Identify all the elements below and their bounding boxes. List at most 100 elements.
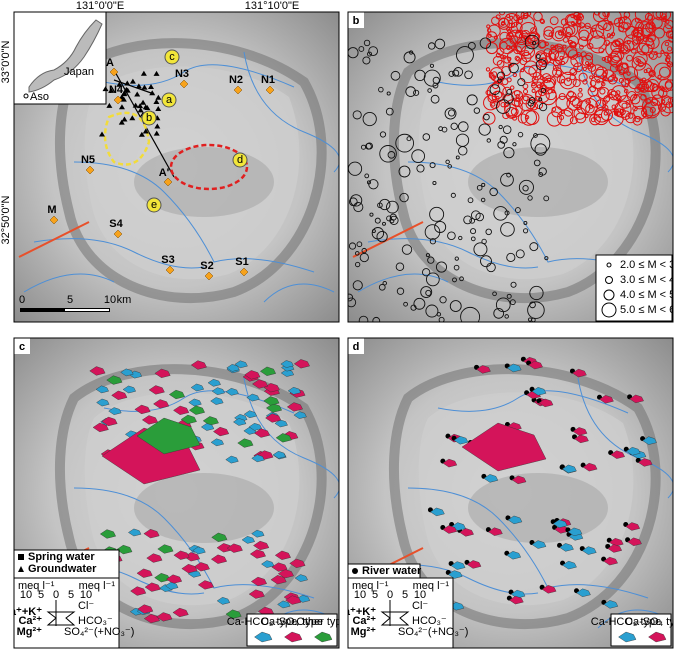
river [437, 64, 629, 88]
stiff-diagram [507, 515, 523, 525]
stiff-tick: 10 [20, 589, 32, 601]
earthquake-red [486, 82, 507, 103]
earthquake-black [401, 244, 413, 255]
earthquake-red [602, 69, 615, 82]
site-label: N1 [261, 74, 275, 86]
earthquake-black [439, 296, 447, 304]
earthquake-red [522, 88, 529, 95]
stiff-diagram [554, 525, 569, 534]
stiff-diagram [270, 575, 287, 585]
circled-label: b [146, 112, 152, 124]
earthquake-black [455, 133, 470, 147]
earthquake-black [406, 136, 412, 142]
earthquake-red [616, 62, 629, 74]
panel-frame [347, 337, 674, 649]
stiff-diagram [562, 464, 577, 474]
stiff-anion: SO₄²⁻(+NO₃⁻) [64, 626, 134, 638]
stiff-diagram [506, 363, 522, 373]
legend-box [595, 254, 673, 322]
stiff-diagram [603, 556, 618, 566]
earthquake-red [640, 86, 645, 91]
earthquake-red [610, 40, 623, 53]
stiff-diagram [225, 387, 239, 396]
earthquake-black [463, 215, 473, 225]
earthquake-black [377, 202, 383, 209]
earthquake-black [508, 62, 519, 74]
fault [352, 221, 424, 258]
legend-label: 2.0 ≤ M < 3.0 [620, 259, 684, 271]
site-marker [163, 177, 173, 187]
earthquake-red [487, 33, 492, 38]
legend-symbol [18, 566, 24, 572]
stiff-cation: Na⁺+K⁺ [336, 606, 376, 618]
earthquake-red [489, 98, 500, 109]
earthquake-red [637, 61, 644, 68]
stiff-diagram [511, 475, 527, 485]
earthquake-red [505, 26, 511, 32]
earthquake-black [447, 164, 452, 169]
stiff-diagram [225, 609, 242, 619]
earthquake-red [566, 77, 571, 82]
stiff-diagram [627, 537, 642, 547]
circled-label: d [237, 154, 243, 166]
earthquake-red [602, 12, 609, 18]
stiff-anion: HCO₃⁻ [78, 615, 113, 627]
stiff-diagram [531, 387, 547, 396]
stiff-diagram [200, 423, 215, 431]
stiff-diagram [506, 551, 522, 560]
earthquake-red [593, 109, 609, 126]
site-marker [233, 85, 243, 95]
earthquake-red [573, 62, 584, 73]
earthquake-red [657, 74, 662, 79]
earthquake-black [517, 78, 526, 87]
earthquake-red [645, 67, 652, 74]
stiff-diagram [246, 393, 260, 402]
stiff-tick: 10 [80, 589, 92, 601]
earthquake-black [500, 172, 514, 187]
stiff-diagram [272, 450, 286, 459]
stiff-diagram [207, 378, 221, 387]
earthquake-red [639, 78, 644, 83]
well-marker [149, 90, 156, 96]
earthquake-black [424, 224, 441, 240]
earthquake-black [436, 312, 442, 317]
earthquake-black [425, 289, 432, 297]
stiff-diagram [274, 550, 291, 560]
earthquake-black [390, 70, 401, 81]
earthquake-black [352, 280, 363, 291]
stiff-diagram [447, 570, 463, 579]
well-marker [118, 104, 125, 110]
stiff-diagram [188, 405, 205, 415]
earthquake-black [473, 242, 488, 257]
type-label: Ca-HCO₃ type [227, 616, 298, 628]
stiff-diagram [188, 398, 202, 407]
earthquake-red [552, 67, 563, 78]
earthquake-red [631, 39, 639, 46]
earthquake-red [625, 112, 637, 124]
earthquake-black [452, 69, 460, 77]
stiff-diagram [442, 458, 458, 468]
stiff-diagram [226, 364, 240, 372]
map-body: b 2.0 ≤ M < 3.0 3.0 ≤ M < 4.0 4.0 ≤ M < 5.0… [348, 12, 684, 322]
stiff-diagram [252, 379, 269, 389]
stiff-diagram [168, 389, 185, 400]
earthquake-red [607, 20, 613, 26]
site-marker [179, 79, 189, 89]
earthquake-red [632, 51, 648, 67]
well-marker [137, 103, 144, 109]
earthquake-red [511, 115, 518, 121]
site-marker [265, 85, 275, 95]
stiff-diagram [277, 600, 291, 609]
well-marker [106, 102, 113, 108]
earthquake-red [578, 25, 594, 42]
stiff-diagram [251, 454, 265, 463]
earthquake-black [478, 123, 491, 136]
earthquake-red [653, 62, 672, 81]
stiff-unit: meq l⁻¹ [413, 580, 450, 592]
earthquake-black [503, 147, 515, 159]
well-marker [155, 94, 162, 100]
stiff-diagram [250, 576, 267, 587]
stiff-diagram [629, 394, 644, 404]
earthquake-red [549, 45, 565, 62]
panel-letter-box [14, 338, 30, 354]
